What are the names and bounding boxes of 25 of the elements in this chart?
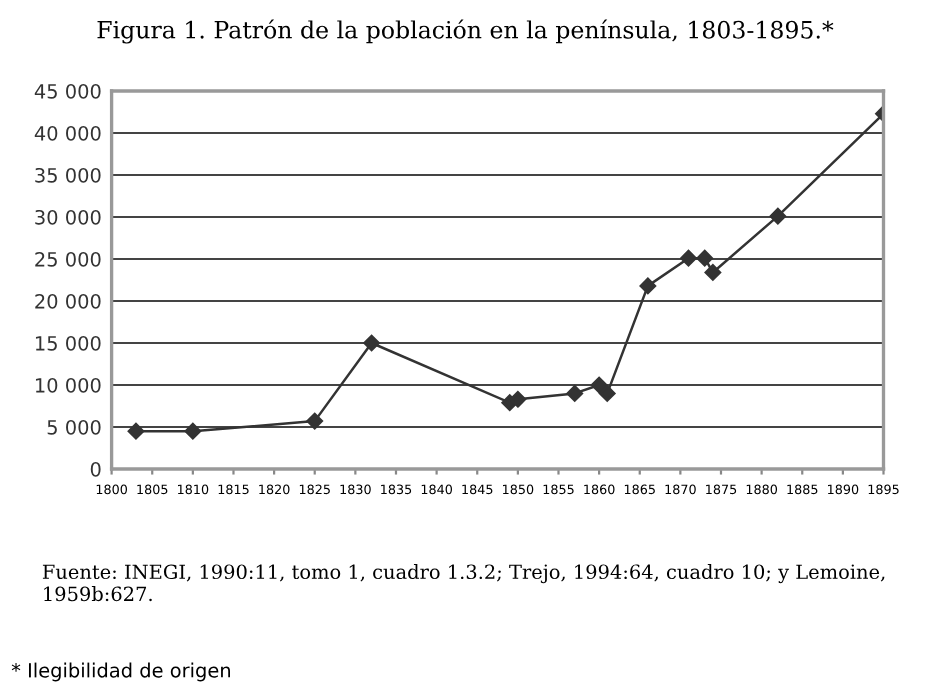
point (363, 334, 380, 352)
point (566, 385, 583, 402)
source-note: Fuente: INEGI, 1990:11, tomo 1, cuadro 1.3.2; Trejo, 1994:64, cuadro 10; y Lemoine, 1959b:627. (42, 564, 885, 602)
point (598, 385, 616, 402)
chart-title: Figura 1. Patrón de la población en la península, 1803-1895.* (97, 19, 834, 44)
point (680, 249, 697, 267)
y-tick-label: 45 000 (34, 83, 101, 99)
y-tick-label: 40 000 (34, 125, 101, 141)
y-tick-label: 15 000 (35, 335, 101, 351)
point (704, 264, 722, 281)
point (639, 277, 657, 295)
point (696, 249, 714, 267)
point (127, 422, 145, 440)
y-tick-label: 10 000 (35, 377, 101, 393)
point (590, 376, 608, 394)
point (306, 412, 323, 430)
y-tick-label: 5 000 (47, 419, 101, 435)
y-tick-label: 30 000 (35, 209, 101, 225)
y-tick-label: 20 000 (35, 293, 101, 309)
text: * Ilegibilidad de origen (11, 662, 230, 682)
y-tick-label: 0 (90, 461, 101, 477)
point (184, 422, 202, 440)
y-tick-label: 35 000 (35, 167, 101, 183)
point (769, 207, 787, 225)
y-tick-label: 25 000 (35, 251, 101, 267)
